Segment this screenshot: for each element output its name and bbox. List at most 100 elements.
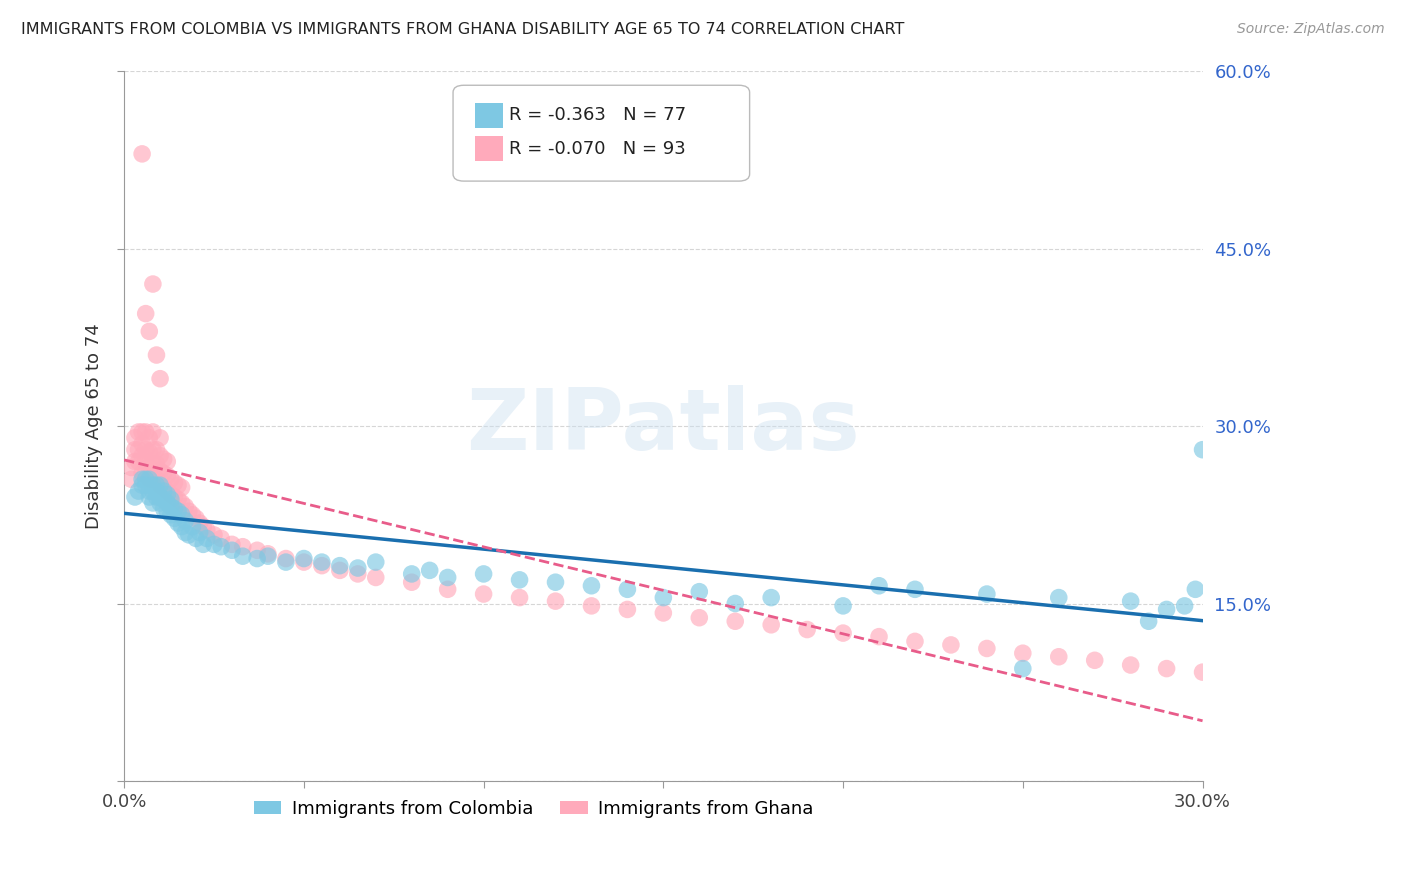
Point xyxy=(364,555,387,569)
Point xyxy=(160,488,183,502)
Point xyxy=(149,464,172,478)
Point xyxy=(221,537,243,551)
Point xyxy=(246,543,269,558)
Point xyxy=(1156,602,1178,616)
Point xyxy=(181,508,204,522)
Point xyxy=(401,575,423,590)
Point xyxy=(976,641,998,656)
Point xyxy=(131,437,153,451)
Point xyxy=(202,528,225,542)
Point xyxy=(131,425,153,439)
Point xyxy=(246,551,269,566)
Point xyxy=(796,623,818,637)
Point xyxy=(1184,582,1206,597)
Point xyxy=(131,472,153,486)
Point xyxy=(311,555,333,569)
Point xyxy=(138,445,160,459)
Point xyxy=(436,582,458,597)
Point xyxy=(167,478,190,492)
Point xyxy=(195,523,218,537)
Point xyxy=(193,537,215,551)
Point xyxy=(124,442,146,457)
Point xyxy=(1047,649,1070,664)
Point xyxy=(346,561,368,575)
Point xyxy=(170,481,193,495)
Point xyxy=(170,508,193,522)
Point xyxy=(145,442,167,457)
Point xyxy=(135,478,157,492)
Point xyxy=(170,496,193,510)
Point xyxy=(401,566,423,581)
Point xyxy=(181,519,204,533)
Point xyxy=(135,454,157,468)
Point xyxy=(311,558,333,573)
Point xyxy=(257,547,280,561)
Point xyxy=(149,372,172,386)
Point xyxy=(221,543,243,558)
Point xyxy=(170,519,193,533)
Point xyxy=(274,555,297,569)
FancyBboxPatch shape xyxy=(475,103,503,128)
Point xyxy=(160,500,183,514)
Point xyxy=(128,442,150,457)
Point xyxy=(131,467,153,481)
Point xyxy=(364,570,387,584)
Text: ZIPatlas: ZIPatlas xyxy=(467,384,860,467)
Point xyxy=(138,484,160,499)
Point xyxy=(184,532,207,546)
Point xyxy=(832,626,855,640)
Point xyxy=(142,277,165,291)
Point xyxy=(688,610,710,624)
Point xyxy=(976,587,998,601)
Point xyxy=(209,532,232,546)
Point xyxy=(1156,662,1178,676)
Point xyxy=(145,478,167,492)
Point xyxy=(149,496,172,510)
Point xyxy=(149,478,172,492)
Point xyxy=(142,478,165,492)
Legend: Immigrants from Colombia, Immigrants from Ghana: Immigrants from Colombia, Immigrants fro… xyxy=(247,793,821,825)
Point xyxy=(120,472,142,486)
Point xyxy=(163,501,186,516)
Point xyxy=(156,484,179,499)
Point xyxy=(152,452,174,467)
Point xyxy=(142,496,165,510)
Point xyxy=(128,484,150,499)
Point xyxy=(346,566,368,581)
Point xyxy=(149,431,172,445)
Point xyxy=(329,558,352,573)
Point xyxy=(759,591,782,605)
Point xyxy=(177,504,200,518)
Point xyxy=(509,591,531,605)
Point xyxy=(832,599,855,613)
Y-axis label: Disability Age 65 to 74: Disability Age 65 to 74 xyxy=(86,323,103,529)
Point xyxy=(1174,599,1197,613)
Point xyxy=(419,563,441,577)
Point xyxy=(202,537,225,551)
Point xyxy=(1137,614,1160,628)
Point xyxy=(472,587,495,601)
Point xyxy=(188,516,211,530)
Point xyxy=(138,472,160,486)
Point xyxy=(1191,665,1213,680)
Point xyxy=(939,638,962,652)
Text: R = -0.070   N = 93: R = -0.070 N = 93 xyxy=(509,140,686,158)
Point xyxy=(232,540,254,554)
Point xyxy=(174,525,197,540)
Point xyxy=(177,528,200,542)
Point xyxy=(544,575,567,590)
Point xyxy=(1011,662,1033,676)
Point xyxy=(868,630,890,644)
Point xyxy=(142,457,165,471)
Point xyxy=(142,472,165,486)
Point xyxy=(156,504,179,518)
Point xyxy=(232,549,254,564)
Point xyxy=(1191,442,1213,457)
Point xyxy=(138,490,160,504)
Point xyxy=(436,570,458,584)
Point xyxy=(135,307,157,321)
Point xyxy=(156,496,179,510)
Point xyxy=(868,579,890,593)
Point xyxy=(163,475,186,490)
Point xyxy=(904,582,927,597)
